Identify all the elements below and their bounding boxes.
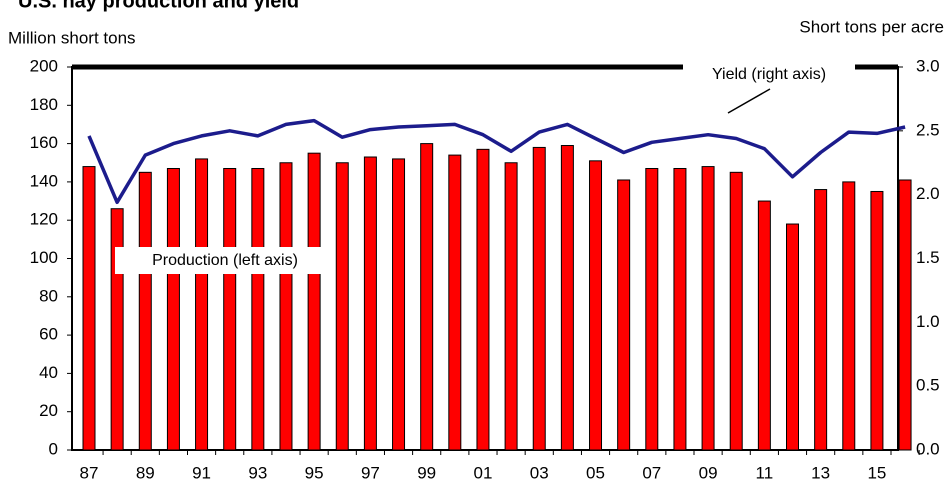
annotation-box [683,60,855,90]
bar [448,154,462,451]
x-tick-label: 91 [192,463,211,482]
bar [898,179,912,451]
x-tick-label: 15 [867,463,886,482]
x-tick-label: 97 [361,463,380,482]
bar [476,148,490,451]
annotation-leader [727,88,771,114]
y2-tick-label: 2.5 [916,120,940,139]
bar [335,162,349,451]
annotation-box [115,247,335,274]
y-tick-label: 60 [39,325,58,344]
y-tick-label: 100 [30,248,58,267]
y2-axis-label: Short tons per acre [799,17,944,36]
bar [110,208,124,451]
y2-tick-label: 3.0 [916,56,940,75]
x-tick-label: 13 [811,463,830,482]
bar [223,167,237,451]
bar [757,200,771,451]
bar [166,167,180,451]
y2-tick-label: 0.5 [916,376,940,395]
y2-tick-label: 1.0 [916,312,940,331]
bar [363,156,377,451]
bar [673,167,687,451]
y-tick-label: 140 [30,171,58,190]
y-tick-label: 40 [39,363,58,382]
annotation: Production (left axis) [152,252,298,269]
bar [814,189,828,451]
y-tick-label: 20 [39,401,58,420]
bar [138,171,152,451]
x-tick-label: 87 [80,463,99,482]
y-tick-label: 200 [30,56,58,75]
chart-title: U.S. hay production and yield [18,0,299,12]
bar [392,158,406,451]
y2-tick-label: 0.0 [916,439,940,458]
bar [532,146,546,451]
bar [307,152,321,451]
bar [786,223,799,451]
bar [251,167,265,451]
line [87,118,906,205]
y-tick-label: 120 [30,210,58,229]
x-tick-label: 89 [136,463,155,482]
x-tick-label: 11 [756,463,774,482]
y-axis-label: Million short tons [8,28,136,47]
x-tick-label: 95 [305,463,324,482]
bar [589,160,603,451]
bar [279,162,293,451]
bar [870,190,884,451]
y2-tick-label: 1.5 [916,248,940,267]
bar [701,166,715,451]
x-tick-label: 07 [642,463,661,482]
y-tick-label: 0 [49,439,58,458]
x-tick-label: 03 [530,463,549,482]
x-tick-label: 09 [699,463,718,482]
bar [420,143,434,451]
bar [617,179,631,451]
y2-tick-label: 2.0 [916,184,940,203]
x-tick-label: 93 [248,463,267,482]
bar [729,171,743,451]
x-tick-label: 05 [586,463,605,482]
bar [560,145,574,451]
x-tick-label: 01 [473,463,492,482]
y-tick-label: 180 [30,95,58,114]
bar [842,181,856,451]
y-tick-label: 160 [30,133,58,152]
bar [504,162,518,451]
x-tick-label: 99 [417,463,436,482]
y-tick-label: 80 [39,286,58,305]
bar [195,158,209,451]
bar [82,166,96,451]
annotation: Yield (right axis) [712,66,826,83]
bar [645,167,659,451]
